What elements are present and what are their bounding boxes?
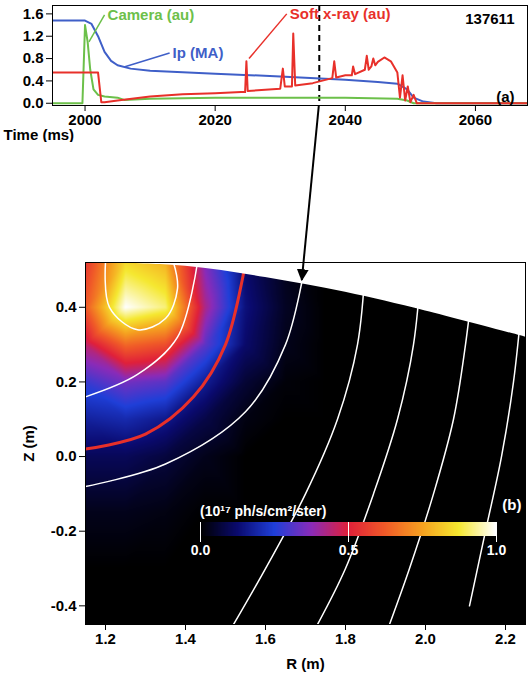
svg-text:Ip (MA): Ip (MA) — [173, 44, 224, 61]
svg-text:R (m): R (m) — [286, 655, 324, 672]
svg-text:2000: 2000 — [68, 111, 102, 129]
svg-text:0.8: 0.8 — [23, 49, 44, 66]
svg-text:0.5: 0.5 — [339, 542, 359, 558]
svg-text:(b): (b) — [502, 496, 521, 513]
svg-text:(10¹⁷ ph/s/cm²/ster): (10¹⁷ ph/s/cm²/ster) — [200, 503, 326, 519]
svg-text:0.0: 0.0 — [56, 447, 77, 464]
svg-text:Z (m): Z (m) — [20, 425, 37, 462]
svg-text:1.8: 1.8 — [335, 630, 356, 647]
svg-text:1.6: 1.6 — [255, 630, 276, 647]
svg-text:137611: 137611 — [465, 10, 514, 27]
svg-text:Camera (au): Camera (au) — [108, 6, 195, 23]
svg-text:1.2: 1.2 — [95, 630, 116, 647]
svg-text:1.6: 1.6 — [23, 5, 44, 22]
svg-text:Time (ms): Time (ms) — [4, 126, 75, 143]
svg-text:1.2: 1.2 — [23, 27, 44, 44]
svg-text:(a): (a) — [496, 88, 514, 105]
svg-text:1.4: 1.4 — [175, 630, 197, 647]
svg-text:2020: 2020 — [198, 111, 231, 128]
svg-text:Soft x-ray (au): Soft x-ray (au) — [290, 5, 391, 22]
svg-text:2.2: 2.2 — [495, 630, 516, 647]
svg-text:1.0: 1.0 — [487, 542, 507, 558]
svg-text:2040: 2040 — [329, 111, 362, 128]
svg-text:0.4: 0.4 — [23, 72, 45, 89]
svg-text:-0.4: -0.4 — [51, 597, 78, 614]
svg-text:0.0: 0.0 — [23, 94, 44, 111]
svg-text:2.0: 2.0 — [415, 630, 436, 647]
svg-text:0.0: 0.0 — [191, 542, 211, 558]
svg-text:-0.2: -0.2 — [51, 522, 77, 539]
svg-text:2060: 2060 — [459, 111, 492, 128]
svg-text:0.4: 0.4 — [56, 298, 78, 315]
svg-text:0.2: 0.2 — [56, 373, 77, 390]
